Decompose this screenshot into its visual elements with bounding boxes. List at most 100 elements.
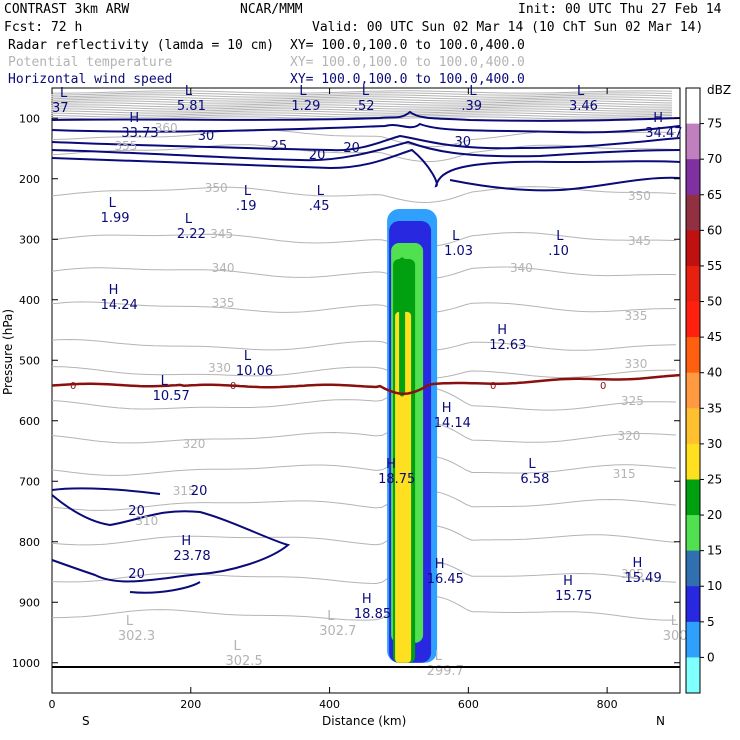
extremum-type: L [244, 349, 252, 364]
theta-line [51, 301, 677, 314]
wind-contours [51, 110, 681, 594]
wind-contour-label: 25 [271, 139, 288, 154]
wind-contour-label: 20 [343, 141, 360, 156]
extremum-value: 10.57 [153, 389, 190, 404]
extremum-H: H12.63 [489, 323, 526, 353]
theta-line [52, 128, 677, 148]
extremum-value: 33.73 [121, 126, 158, 141]
extremum-L: L6.58 [520, 457, 549, 487]
colorbar-swatch [686, 372, 700, 409]
colorbar-label: 20 [707, 508, 722, 522]
theta-line [51, 114, 673, 118]
reflectivity-region [399, 257, 406, 397]
extremum-value: 34.47 [645, 126, 682, 141]
colorbar-label: 0 [707, 650, 715, 664]
theta-contour-label: 335 [212, 296, 235, 310]
reflectivity-region [395, 311, 412, 663]
wind-contour [51, 110, 681, 122]
wind-contour [51, 148, 681, 188]
theta-line [51, 96, 673, 100]
extremum-value: .45 [309, 199, 330, 214]
extremum-value: 300. [663, 629, 692, 644]
extremum-L: L.10 [548, 229, 569, 259]
theta-contour-label: 305 [621, 567, 644, 581]
colorbar-swatch [686, 443, 700, 480]
colorbar-label: 65 [707, 188, 722, 202]
extremum-type: H [362, 592, 372, 607]
theta-contour-label: 315 [173, 484, 196, 498]
theta-contour-label: 330 [208, 361, 231, 375]
colorbar-swatch [686, 159, 700, 196]
extremum-type: L [317, 184, 325, 199]
extremum-L: L3.46 [569, 84, 598, 114]
theta-line [51, 112, 673, 116]
extremum-type: L [528, 457, 536, 472]
y-tick-label: 700 [19, 475, 40, 488]
theta-line [51, 490, 677, 511]
colorbar-label: 45 [707, 330, 722, 344]
wind-contour [51, 140, 681, 162]
extremum-value: 1.29 [291, 99, 320, 114]
extremum-value: 16.45 [427, 572, 464, 587]
extremum-type: H [563, 574, 573, 589]
extremum-value: 3.46 [569, 99, 598, 114]
colorbar-swatch [686, 586, 700, 623]
theta-line [51, 455, 677, 476]
freezing-level-label: 0 [600, 381, 606, 392]
extremum-H: H14.24 [101, 283, 138, 313]
extremum-value: .19 [236, 199, 257, 214]
x-axis-title: Distance (km) [322, 714, 406, 728]
colorbar-label: 5 [707, 615, 715, 629]
reflectivity-shading [387, 209, 438, 663]
colorbar-swatch [686, 657, 700, 694]
extremum-H: H18.75 [378, 457, 415, 487]
header-center: NCAR/MMM [240, 2, 303, 17]
extremum-value: 1.99 [101, 211, 130, 226]
extremum-H: H15.49 [625, 556, 662, 586]
field-legend: Radar reflectivity (lamda = 10 cm) XY= 10… [8, 38, 525, 87]
extremum-type: H [497, 323, 507, 338]
theta-line [51, 560, 677, 585]
freezing-level: 0 0 0 0 [51, 373, 681, 396]
theta-line [51, 94, 673, 98]
colorbar-swatch [686, 515, 700, 552]
extremum-type: L [109, 196, 117, 211]
theta-contour-label: 345 [628, 234, 651, 248]
theta-line [51, 98, 673, 102]
y-tick-label: 1000 [12, 657, 40, 670]
extremum-value: 2.22 [177, 227, 206, 242]
extremum-value: 14.14 [434, 416, 471, 431]
y-tick-label: 800 [19, 536, 40, 549]
colorbar-swatch [686, 194, 700, 231]
extremum-value: 18.75 [378, 472, 415, 487]
theta-line [51, 266, 677, 280]
extremum-type: L [185, 212, 193, 227]
extremum-value: 10.06 [236, 364, 273, 379]
colorbar-label: 30 [707, 437, 722, 451]
field-name: Horizontal wind speed [8, 72, 172, 87]
theta-line [51, 338, 677, 351]
extremum-value: 15.49 [625, 571, 662, 586]
extremum-value: 15.75 [555, 589, 592, 604]
theta-contour-label: 350 [628, 189, 651, 203]
colorbar-label: 10 [707, 579, 722, 593]
extremum-L: L.52 [354, 84, 375, 114]
extremum-type: L [671, 614, 679, 629]
colorbar-swatch [686, 301, 700, 338]
theta-line [51, 92, 673, 96]
theta-line [51, 90, 673, 94]
extremum-type: L [577, 84, 585, 99]
colorbar-label: 75 [707, 117, 722, 131]
extremum-type: L [435, 649, 443, 664]
wind-contour-label: 20 [191, 484, 208, 499]
theta-contour-label: 320 [618, 429, 641, 443]
colorbar-label: 25 [707, 472, 722, 486]
colorbar-label: 15 [707, 544, 722, 558]
colorbar-swatch [686, 479, 700, 516]
plot-area: 0 0 0 0 360 355 350 345 340 335 330 320 315 310 350 34… [51, 84, 692, 694]
colorbar-swatch [686, 265, 700, 302]
